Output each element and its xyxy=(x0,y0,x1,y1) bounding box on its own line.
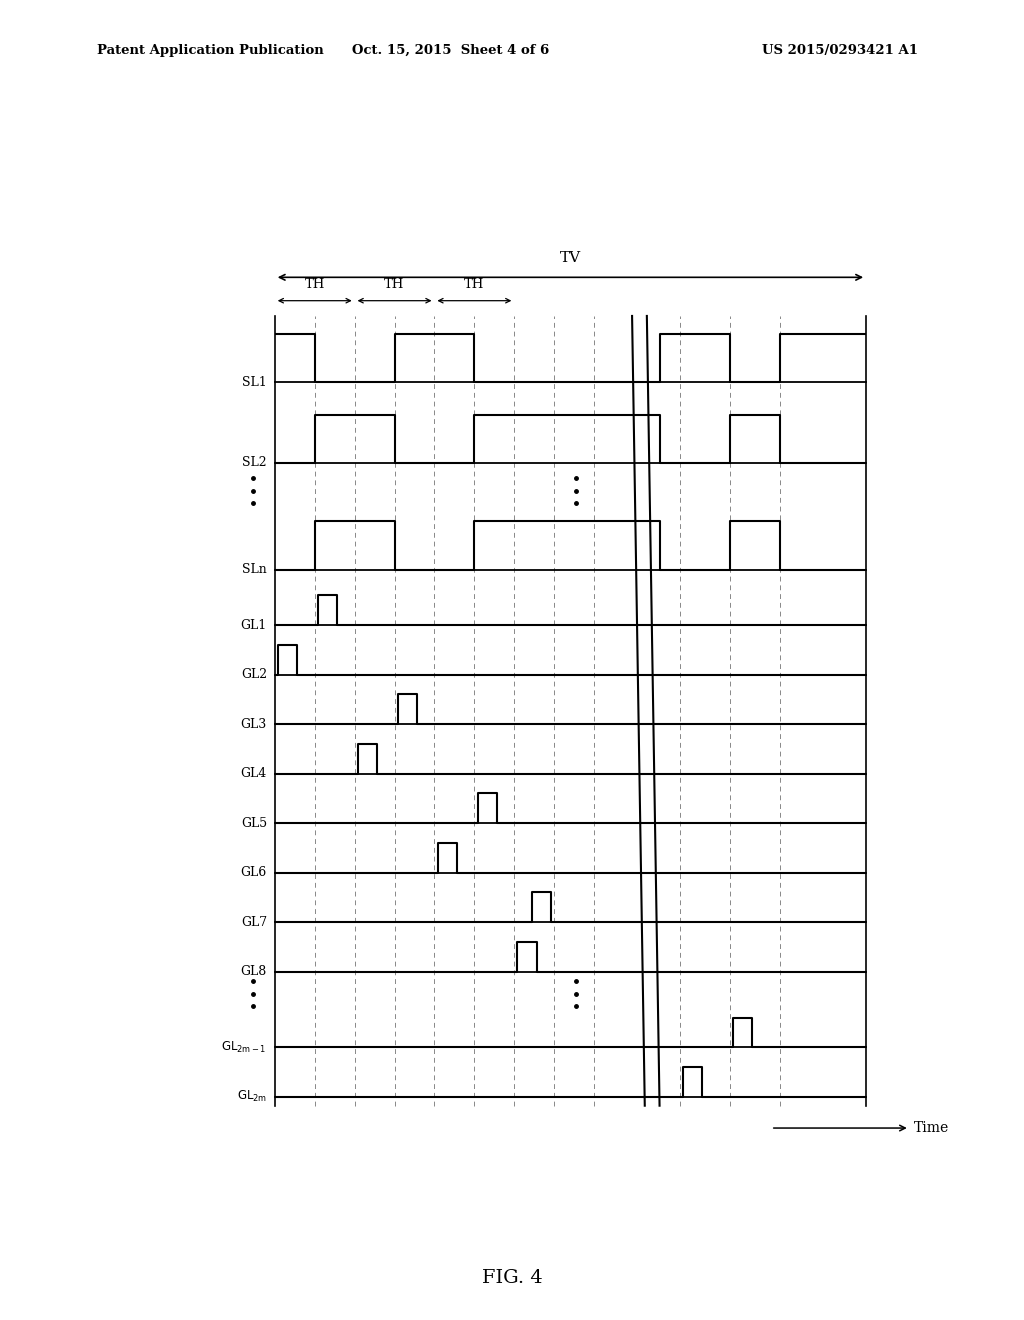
Text: GL4: GL4 xyxy=(241,767,267,780)
Text: GL1: GL1 xyxy=(241,619,267,631)
Text: GL3: GL3 xyxy=(241,718,267,730)
Text: GL7: GL7 xyxy=(241,916,267,929)
Text: GL2: GL2 xyxy=(241,668,267,681)
Text: GL8: GL8 xyxy=(241,965,267,978)
Text: SL2: SL2 xyxy=(243,457,267,470)
Text: TH: TH xyxy=(464,277,484,290)
Text: $\mathrm{GL_{2m-1}}$: $\mathrm{GL_{2m-1}}$ xyxy=(221,1040,267,1055)
Text: TV: TV xyxy=(560,251,581,265)
Text: SL1: SL1 xyxy=(242,376,267,388)
Text: SLn: SLn xyxy=(242,564,267,577)
Text: Time: Time xyxy=(913,1121,949,1135)
Text: GL6: GL6 xyxy=(241,866,267,879)
Text: TH: TH xyxy=(384,277,404,290)
Text: Patent Application Publication: Patent Application Publication xyxy=(97,44,324,57)
Text: FIG. 4: FIG. 4 xyxy=(481,1269,543,1287)
Text: $\mathrm{GL_{2m}}$: $\mathrm{GL_{2m}}$ xyxy=(237,1089,267,1105)
Text: US 2015/0293421 A1: US 2015/0293421 A1 xyxy=(762,44,918,57)
Text: TH: TH xyxy=(304,277,325,290)
Text: GL5: GL5 xyxy=(241,817,267,829)
Text: Oct. 15, 2015  Sheet 4 of 6: Oct. 15, 2015 Sheet 4 of 6 xyxy=(352,44,549,57)
